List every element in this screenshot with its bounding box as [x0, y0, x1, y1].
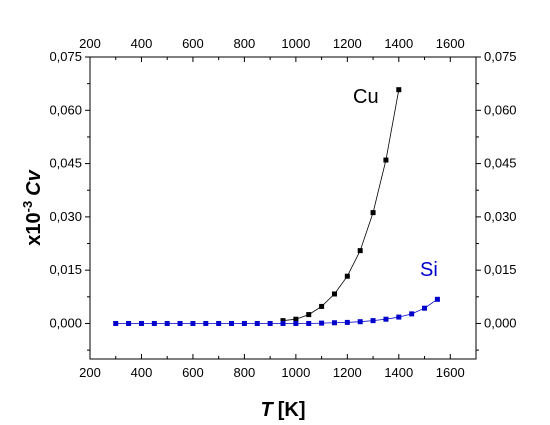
y-axis-exponent: -3 — [20, 201, 35, 213]
x-axis-title: T [K] — [261, 399, 306, 421]
y-axis-title: x10-3 Cv — [20, 168, 45, 245]
y-tick-label-left: 0,030 — [49, 209, 82, 224]
y-tick-label-left: 0,075 — [49, 49, 82, 64]
point-si — [422, 305, 428, 311]
point-si — [267, 320, 273, 326]
point-si — [241, 320, 247, 326]
axis-ticks — [85, 56, 481, 359]
point-si — [113, 320, 119, 326]
y-tick-label-left: 0,045 — [49, 156, 82, 171]
x-tick-label-bottom: 1200 — [333, 365, 362, 380]
axis-tick-labels: 200 200 400 400 600 600 800 800 1000 1000 1200 1200… — [49, 36, 516, 380]
point-cu — [383, 157, 389, 163]
x-tick-label-top: 1200 — [333, 36, 362, 51]
point-cu — [293, 316, 299, 322]
series-label-si: Si — [420, 259, 438, 281]
point-si — [216, 320, 222, 326]
x-tick-label-bottom: 400 — [131, 365, 153, 380]
point-si — [434, 296, 440, 302]
x-axis-unit: [K] — [278, 399, 306, 421]
point-si — [370, 318, 376, 324]
x-tick-label-bottom: 1600 — [436, 365, 465, 380]
point-cu — [331, 291, 337, 297]
point-si — [190, 320, 196, 326]
plot-frame — [89, 56, 477, 360]
point-si — [164, 320, 170, 326]
y-tick-label-right: 0,030 — [484, 209, 517, 224]
point-si — [177, 320, 183, 326]
y-tick-label-right: 0,060 — [484, 102, 517, 117]
x-tick-label-top: 200 — [79, 36, 101, 51]
point-si — [396, 314, 402, 320]
y-tick-label-right: 0,015 — [484, 262, 517, 277]
point-cu — [357, 248, 363, 254]
point-si — [344, 319, 350, 325]
point-si — [319, 320, 325, 326]
point-si — [306, 320, 312, 326]
y-tick-label-right: 0,000 — [484, 315, 517, 330]
x-tick-label-bottom: 200 — [79, 365, 101, 380]
point-cu — [396, 87, 402, 93]
point-cu — [319, 303, 325, 309]
y-axis-symbol: Cv — [23, 168, 45, 195]
y-tick-label-right: 0,045 — [484, 156, 517, 171]
point-cu — [280, 318, 286, 324]
x-tick-label-bottom: 1400 — [384, 365, 413, 380]
x-tick-label-top: 1600 — [436, 36, 465, 51]
point-si — [409, 311, 415, 317]
point-si — [293, 320, 299, 326]
y-axis-prefix: x10 — [23, 212, 45, 245]
x-tick-label-bottom: 600 — [182, 365, 204, 380]
series-layer — [113, 87, 440, 326]
x-tick-label-top: 400 — [131, 36, 153, 51]
y-tick-label-left: 0,000 — [49, 315, 82, 330]
point-cu — [344, 273, 350, 279]
x-tick-label-top: 1000 — [281, 36, 310, 51]
series-line-si — [115, 298, 438, 324]
point-si — [331, 320, 337, 326]
x-tick-label-top: 1400 — [384, 36, 413, 51]
point-si — [203, 320, 209, 326]
series-line-cu — [282, 89, 400, 322]
x-axis-symbol: T — [261, 399, 275, 421]
point-si — [357, 319, 363, 325]
y-tick-label-left: 0,015 — [49, 262, 82, 277]
x-tick-label-top: 800 — [234, 36, 256, 51]
point-cu — [370, 210, 376, 216]
point-si — [383, 316, 389, 322]
point-si — [126, 320, 132, 326]
point-si — [229, 320, 235, 326]
x-tick-label-top: 600 — [182, 36, 204, 51]
point-si — [151, 320, 157, 326]
y-tick-label-right: 0,075 — [484, 49, 517, 64]
x-tick-label-bottom: 1000 — [281, 365, 310, 380]
point-si — [138, 320, 144, 326]
series-label-cu: Cu — [353, 86, 379, 108]
y-tick-label-left: 0,060 — [49, 102, 82, 117]
point-cu — [306, 312, 312, 318]
point-si — [280, 320, 286, 326]
x-tick-label-bottom: 800 — [234, 365, 256, 380]
point-si — [254, 320, 260, 326]
